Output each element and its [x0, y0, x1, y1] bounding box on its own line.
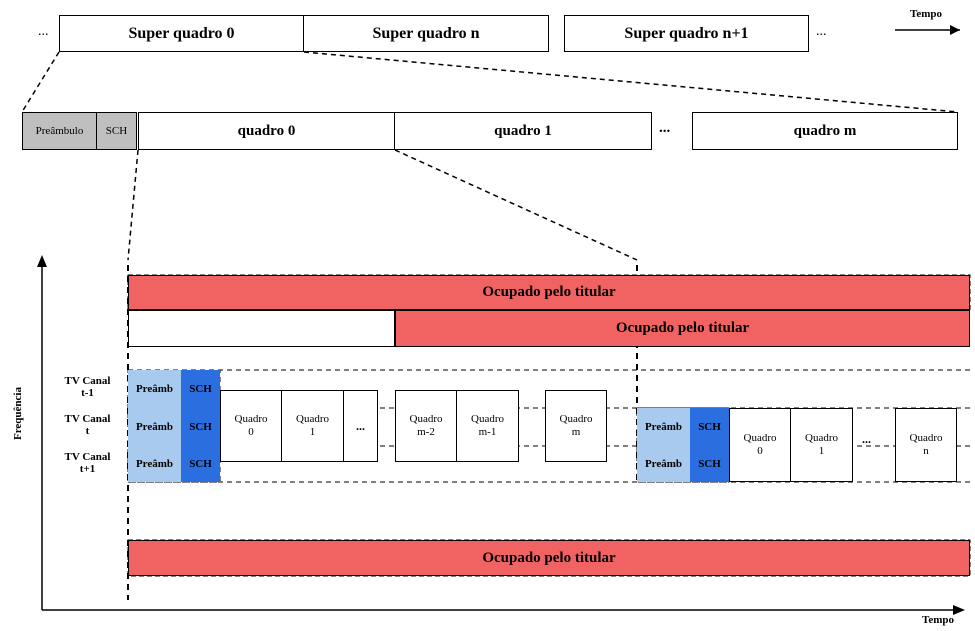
sch-r2-left: SCH: [181, 408, 220, 446]
detail-ellipsis: ...: [659, 120, 670, 137]
quadro-a-ell: ...: [344, 390, 378, 462]
superframe-0: Super quadro 0: [59, 15, 304, 52]
occupied-bottom: Ocupado pelo titular: [128, 540, 970, 576]
tv-ch-t-1: TV Canalt-1: [60, 375, 115, 399]
sch-r3-right: SCH: [690, 446, 729, 482]
preamb-r2-right: Preâmb: [637, 408, 690, 446]
detail-quadrom: quadro m: [692, 112, 958, 150]
quadro-b-ell: ...: [862, 432, 871, 447]
preamb-r2-left: Preâmb: [128, 408, 181, 446]
empty-upper-left: [128, 310, 395, 347]
quadro-b-n: Quadron: [895, 408, 957, 482]
quadro-a-1: Quadro1: [282, 390, 344, 462]
ellipsis-left-top: ...: [38, 24, 49, 40]
detail-sch: SCH: [97, 112, 137, 150]
preamb-r3-left: Preâmb: [128, 446, 181, 482]
superframe-n1: Super quadro n+1: [564, 15, 809, 52]
detail-quadro1: quadro 1: [395, 112, 652, 150]
quadro-a-m2: Quadrom-2: [395, 390, 457, 462]
occupied-upper2: Ocupado pelo titular: [395, 310, 970, 347]
quadro-b-1: Quadro1: [791, 408, 853, 482]
quadro-b-0: Quadro0: [729, 408, 791, 482]
freq-axis-label: Frequência: [12, 387, 24, 440]
preamb-r3-right: Preâmb: [637, 446, 690, 482]
quadro-a-0: Quadro0: [220, 390, 282, 462]
detail-preamble: Preâmbulo: [22, 112, 97, 150]
quadro-a-m1: Quadrom-1: [457, 390, 519, 462]
occupied-top: Ocupado pelo titular: [128, 275, 970, 310]
ellipsis-right-top: ...: [816, 24, 827, 40]
superframe-n: Super quadro n: [304, 15, 549, 52]
tv-ch-t1: TV Canalt+1: [60, 451, 115, 475]
bottom-tempo-label: Tempo: [922, 614, 954, 626]
quadro-a-m: Quadrom: [545, 390, 607, 462]
preamb-r1-left: Preâmb: [128, 370, 181, 408]
detail-quadro0: quadro 0: [138, 112, 395, 150]
sch-r2-right: SCH: [690, 408, 729, 446]
top-tempo-label: Tempo: [910, 8, 942, 20]
sch-r1-left: SCH: [181, 370, 220, 408]
sch-r3-left: SCH: [181, 446, 220, 482]
tv-ch-t: TV Canalt: [60, 413, 115, 437]
